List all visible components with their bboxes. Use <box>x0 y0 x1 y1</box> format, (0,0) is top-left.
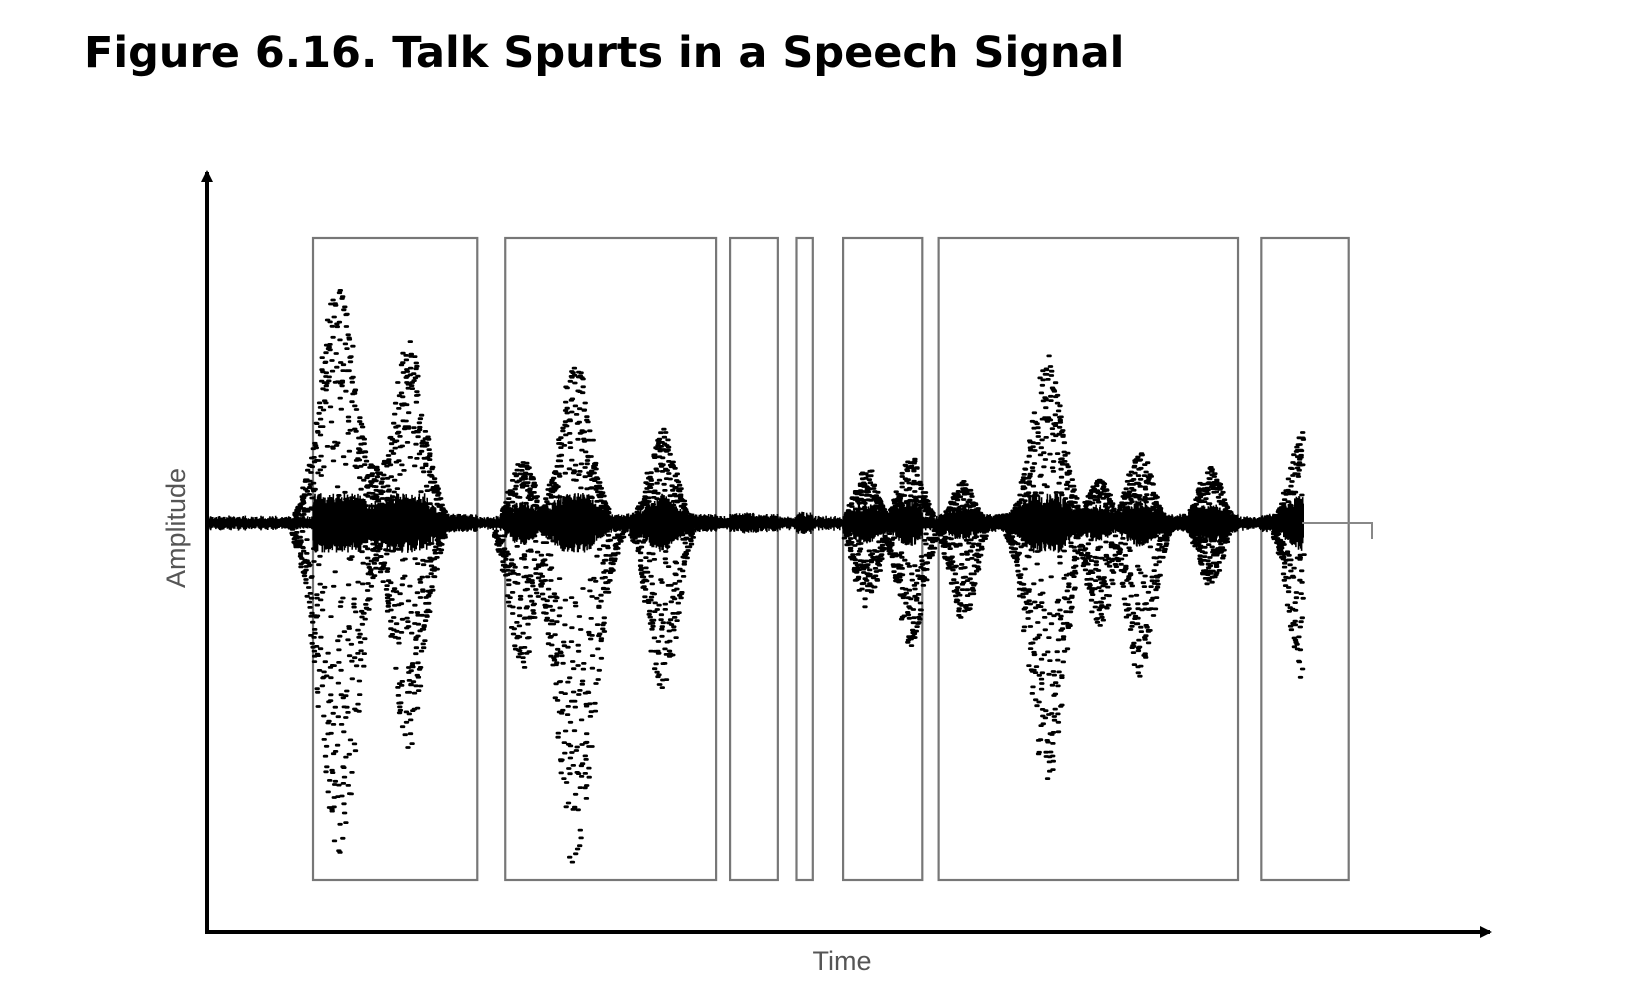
y-axis-label: Amplitude <box>161 468 191 588</box>
waveform-samples <box>289 289 1307 864</box>
talk-spurt-boxes <box>311 236 1350 882</box>
x-axis-label: Time <box>813 946 872 976</box>
figure-title: Figure 6.16. Talk Spurts in a Speech Sig… <box>84 28 1125 78</box>
signal-tail <box>1302 522 1373 539</box>
speech-waveform <box>206 289 1373 864</box>
talk-spurt-box-6 <box>937 236 1240 882</box>
talk-spurt-box-3 <box>728 236 779 882</box>
talk-spurt-box-7 <box>1260 236 1350 882</box>
talk-spurt-box-1 <box>311 236 479 882</box>
talk-spurt-box-4 <box>795 236 814 882</box>
talk-spurt-box-5 <box>841 236 924 882</box>
